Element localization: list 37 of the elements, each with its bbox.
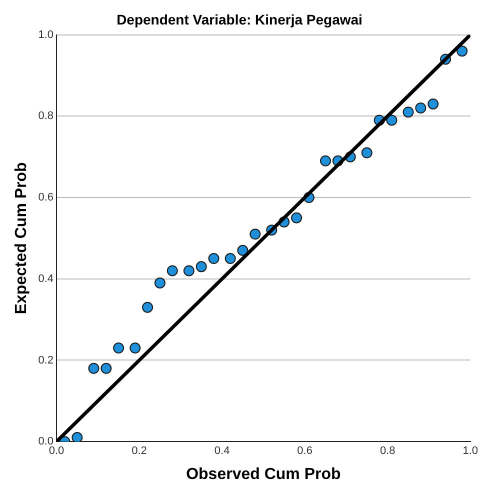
point — [142, 302, 154, 313]
y-tick-label: 0.0 — [38, 436, 54, 448]
point — [402, 106, 414, 118]
point — [154, 277, 166, 288]
point — [100, 362, 112, 374]
x-tick-label: 0.4 — [214, 445, 230, 458]
point — [113, 342, 124, 354]
y-tick-label: 0.8 — [38, 110, 54, 122]
point — [456, 46, 468, 57]
point — [130, 342, 141, 354]
point — [183, 265, 194, 276]
y-tick-label: 1.0 — [38, 28, 54, 41]
point — [415, 102, 426, 114]
point — [250, 228, 261, 240]
y-tick-label: 0.6 — [38, 192, 54, 204]
point — [428, 98, 439, 110]
x-tick-label: 0.8 — [380, 445, 396, 458]
chart-title: Dependent Variable: Kinerja Pegawai — [116, 11, 362, 28]
x-tick-label: 0.2 — [132, 445, 147, 458]
point — [361, 147, 372, 158]
point — [88, 362, 100, 374]
point — [320, 155, 332, 166]
point — [208, 253, 220, 264]
point — [237, 244, 248, 256]
point — [224, 253, 236, 264]
x-tick-label: 0.6 — [297, 445, 312, 458]
x-tick-label: 1.0 — [462, 445, 478, 458]
x-tick-label: 0.0 — [48, 445, 64, 458]
point — [72, 432, 83, 442]
y-tick-label: 0.4 — [38, 272, 54, 285]
x-axis-title: Observed Cum Prob — [186, 466, 341, 483]
point — [291, 212, 302, 224]
point — [196, 261, 207, 272]
y-tick-label: 0.2 — [38, 354, 54, 366]
point — [166, 265, 178, 276]
point — [386, 114, 398, 126]
y-axis-title: Expected Cum Prob — [13, 162, 30, 314]
